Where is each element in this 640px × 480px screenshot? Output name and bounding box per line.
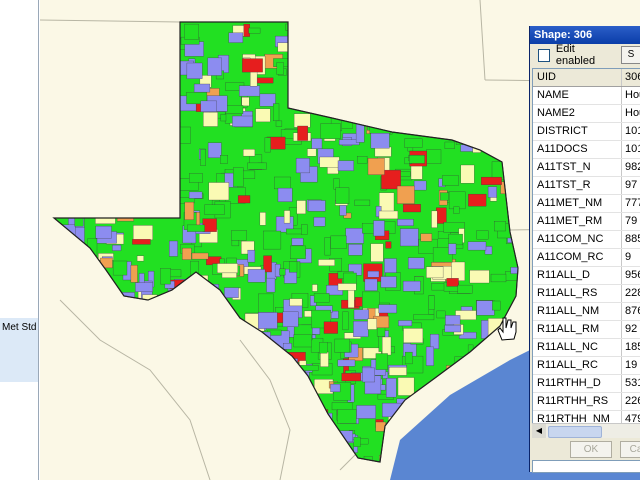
- table-row[interactable]: A11TST_R 97: [533, 177, 640, 195]
- window-title[interactable]: Shape: 306: [530, 26, 640, 44]
- scroll-left-arrow-icon[interactable]: ◀: [532, 424, 546, 438]
- field-name-cell: R11ALL_NC: [533, 339, 622, 356]
- table-header-row: UID 306: [533, 69, 640, 87]
- field-value-cell[interactable]: 9564: [625, 269, 640, 281]
- table-row[interactable]: R11ALL_D9564: [533, 267, 640, 285]
- horizontal-scrollbar[interactable]: ◀: [532, 423, 640, 438]
- field-name-cell: A11DOCS: [533, 141, 622, 158]
- field-name-cell: R11ALL_RS: [533, 285, 622, 302]
- legend-label: Met Std: [2, 322, 37, 333]
- texas-map[interactable]: [40, 0, 640, 480]
- field-value-cell[interactable]: 7778: [625, 197, 640, 209]
- edit-row: Edit enabled S: [530, 43, 640, 67]
- table-row[interactable]: A11MET_NM7778: [533, 195, 640, 213]
- table-row[interactable]: R11RTHH_D5312: [533, 375, 640, 393]
- field-value-cell[interactable]: 4796: [625, 413, 640, 424]
- field-name-cell: R11ALL_RM: [533, 321, 622, 338]
- ok-button[interactable]: OK: [570, 441, 612, 458]
- edit-enabled-checkbox[interactable]: [538, 48, 550, 62]
- legend-box[interactable]: Met Std: [0, 318, 38, 382]
- field-value-cell[interactable]: 5312: [625, 377, 640, 389]
- field-value-cell[interactable]: Hous: [625, 89, 640, 101]
- edit-enabled-label: Edit enabled: [555, 43, 596, 67]
- hand-cursor-icon: [497, 317, 517, 341]
- field-value-cell[interactable]: 2263: [625, 395, 640, 407]
- field-name-cell: R11RTHH_RS: [533, 393, 622, 410]
- field-name-cell: R11ALL_RC: [533, 357, 622, 374]
- field-value-cell[interactable]: 8766: [625, 305, 640, 317]
- scroll-thumb[interactable]: [548, 426, 602, 438]
- state-boundaries: [40, 0, 640, 480]
- table-row[interactable]: R11RTHH_NM4796: [533, 411, 640, 424]
- field-value-cell[interactable]: 1010: [625, 143, 640, 155]
- field-value-cell[interactable]: 1858: [625, 341, 640, 353]
- field-value-cell[interactable]: 9820: [625, 161, 640, 173]
- field-name-cell: A11TST_R: [533, 177, 622, 194]
- field-name-cell: A11COM_NC: [533, 231, 622, 248]
- field-name-cell: A11MET_NM: [533, 195, 622, 212]
- table-row[interactable]: A11COM_NC885: [533, 231, 640, 249]
- table-row[interactable]: DISTRICT1019: [533, 123, 640, 141]
- field-name-cell: R11ALL_NM: [533, 303, 622, 320]
- field-name-cell: A11MET_RM: [533, 213, 622, 230]
- table-row[interactable]: R11ALL_RC 19: [533, 357, 640, 375]
- attribute-table[interactable]: UID 306 NAMEHousNAME2HousDISTRICT1019A11…: [532, 68, 640, 424]
- field-value-cell[interactable]: 97: [625, 179, 638, 191]
- field-name-cell: R11RTHH_D: [533, 375, 622, 392]
- clipped-button[interactable]: S: [620, 46, 640, 64]
- field-name-cell: NAME2: [533, 105, 622, 122]
- table-row[interactable]: NAMEHous: [533, 87, 640, 105]
- field-column-header: UID: [533, 69, 622, 86]
- field-name-cell: R11RTHH_NM: [533, 411, 622, 423]
- field-value-cell[interactable]: 92: [625, 323, 638, 335]
- table-row[interactable]: R11ALL_RS2283: [533, 285, 640, 303]
- value-column-header: 306: [625, 71, 640, 83]
- field-value-cell[interactable]: 79: [625, 215, 638, 227]
- attribute-rows: NAMEHousNAME2HousDISTRICT1019A11DOCS1010…: [533, 87, 640, 424]
- status-field[interactable]: [532, 460, 640, 473]
- field-name-cell: R11ALL_D: [533, 267, 622, 284]
- field-value-cell[interactable]: 19: [625, 359, 638, 371]
- table-row[interactable]: A11DOCS1010: [533, 141, 640, 159]
- field-value-cell[interactable]: 9: [625, 251, 632, 263]
- table-row[interactable]: A11MET_RM 79: [533, 213, 640, 231]
- cancel-button[interactable]: Ca: [620, 441, 640, 458]
- table-row[interactable]: R11ALL_NM8766: [533, 303, 640, 321]
- field-name-cell: NAME: [533, 87, 622, 104]
- field-name-cell: DISTRICT: [533, 123, 622, 140]
- field-name-cell: A11COM_RC: [533, 249, 622, 266]
- table-row[interactable]: R11ALL_NC1858: [533, 339, 640, 357]
- table-row[interactable]: NAME2Hous: [533, 105, 640, 123]
- table-row[interactable]: R11RTHH_RS2263: [533, 393, 640, 411]
- table-row[interactable]: A11COM_RC 9: [533, 249, 640, 267]
- texas-border: [52, 21, 519, 463]
- shape-attribute-window[interactable]: Shape: 306 Edit enabled S UID 306 NAMEHo…: [529, 26, 640, 473]
- field-value-cell[interactable]: 2283: [625, 287, 640, 299]
- field-value-cell[interactable]: 1019: [625, 125, 640, 137]
- field-value-cell[interactable]: 885: [625, 233, 640, 245]
- table-row[interactable]: A11TST_N9820: [533, 159, 640, 177]
- field-name-cell: A11TST_N: [533, 159, 622, 176]
- left-panel: Met Std: [0, 0, 39, 480]
- field-value-cell[interactable]: Hous: [625, 107, 640, 119]
- button-row: OK Ca: [530, 441, 640, 458]
- table-row[interactable]: R11ALL_RM 92: [533, 321, 640, 339]
